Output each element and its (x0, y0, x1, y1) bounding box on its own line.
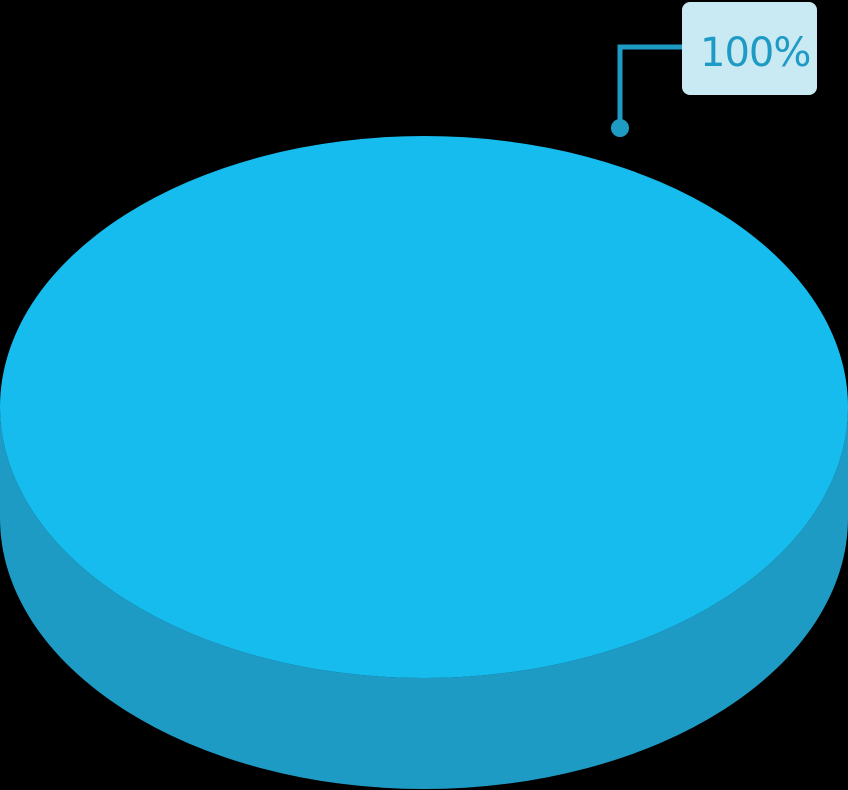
pie-group (0, 136, 848, 789)
callout-line (617, 44, 700, 128)
data-label-callout: 100% (611, 2, 817, 137)
data-label-box (682, 2, 817, 95)
pie-slice-top (0, 136, 848, 678)
pie-slice-side (0, 407, 848, 789)
callout-dot (611, 119, 629, 137)
data-label: 100% (700, 30, 810, 76)
